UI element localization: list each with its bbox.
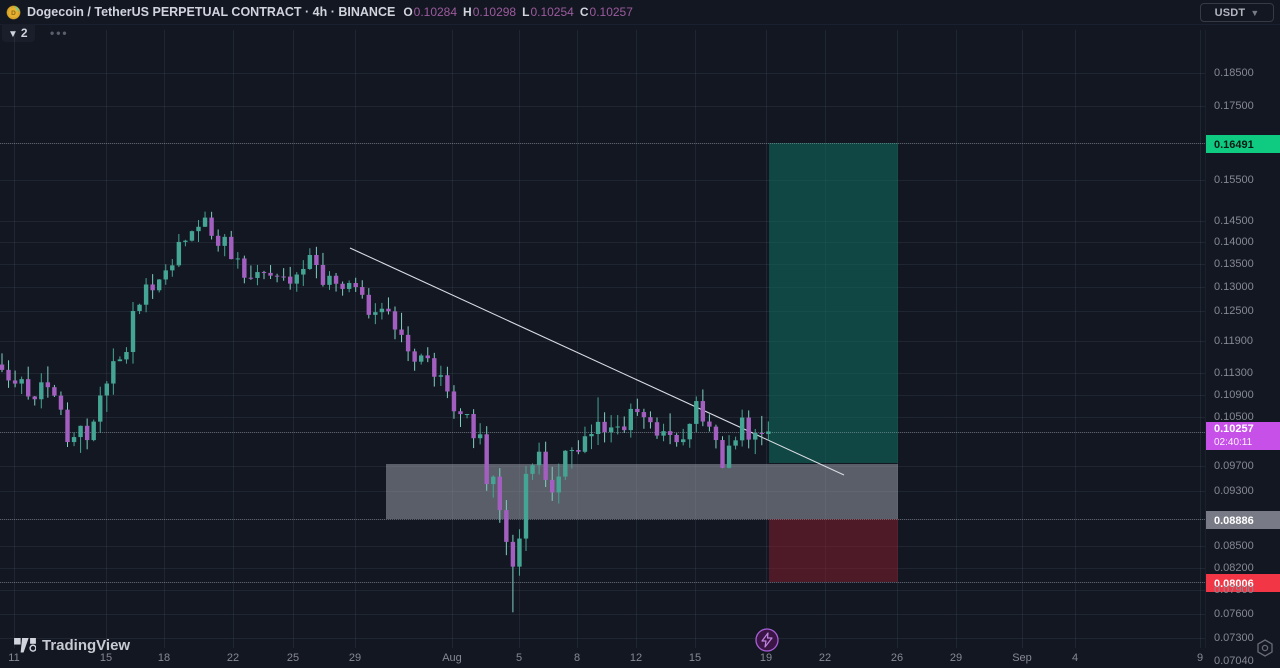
svg-text:D: D [11, 10, 16, 17]
